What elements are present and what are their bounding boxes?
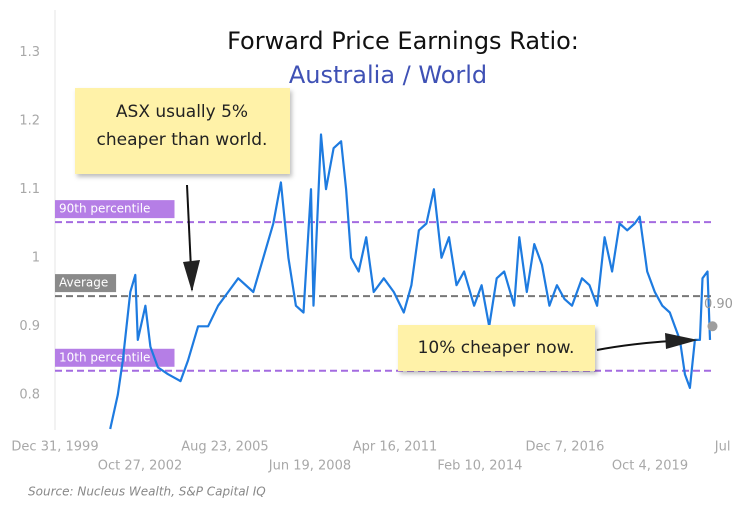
end-label: 0.90 (704, 297, 733, 312)
reference-label-bg (55, 274, 117, 293)
chart-subtitle: Australia / World (289, 61, 487, 89)
y-tick-label: 1.2 (19, 113, 40, 128)
x-tick-label: Jul 31, (714, 440, 733, 455)
chart-title: Forward Price Earnings Ratio: (227, 27, 579, 55)
note-text: cheaper than world. (97, 130, 268, 150)
note-bg (398, 325, 595, 371)
note-1: ASX usually 5% cheaper than world. (75, 88, 290, 292)
reference-layer: 90th percentile Average 10th percentile (55, 200, 715, 372)
series-line (109, 133, 712, 430)
x-tick-label: Feb 10, 2014 (437, 459, 522, 474)
reference-label: 10th percentile (59, 350, 150, 364)
source: Source: Nucleus Wealth, S&P Capital IQ (28, 485, 266, 499)
x-tick-label: Oct 27, 2002 (98, 459, 183, 474)
note-2: 10% cheaper now. (398, 325, 698, 371)
arrow-head (665, 333, 698, 349)
reference-label-bg (55, 348, 175, 367)
x-tick-label: Jun 19, 2008 (268, 459, 351, 474)
reference-label-bg (55, 200, 175, 219)
line-layer: 0.90 (109, 133, 733, 430)
x-tick-label: Dec 7, 2016 (525, 440, 604, 455)
y-tick-label: 1 (32, 250, 40, 265)
reference-label: 90th percentile (59, 202, 150, 216)
y-tick-label: 0.9 (19, 319, 40, 334)
end-marker (707, 321, 718, 332)
y-tick-label: 0.8 (19, 387, 40, 402)
x-tick-label: Oct 4, 2019 (612, 459, 688, 474)
y-tick-label: 1.3 (19, 45, 40, 60)
y-tick-label: 1.1 (19, 182, 40, 197)
note-text: ASX usually 5% (116, 102, 248, 122)
x-tick-label: Aug 23, 2005 (181, 440, 268, 455)
note-text: 10% cheaper now. (418, 338, 575, 358)
x-tick-label: Apr 16, 2011 (353, 440, 438, 455)
note-bg (75, 88, 290, 174)
reference-label: Average (59, 276, 108, 290)
x-tick-label: Dec 31, 1999 (11, 440, 98, 455)
arrow-head (183, 260, 200, 292)
